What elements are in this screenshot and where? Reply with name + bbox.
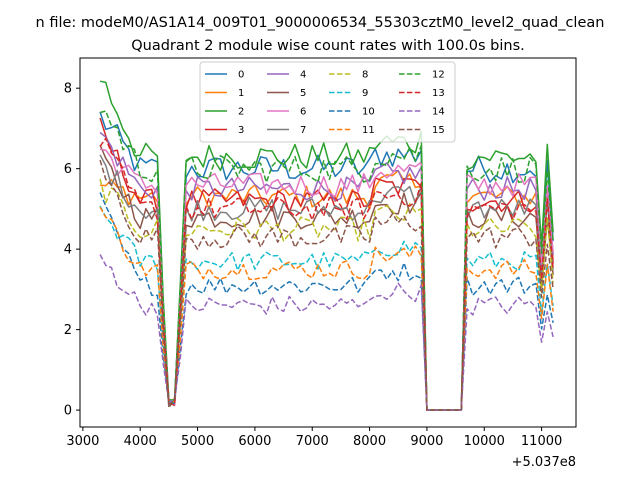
chart-title: Quadrant 2 module wise count rates with … <box>131 38 525 54</box>
series-line-8 <box>99 178 554 411</box>
legend-label-10: 10 <box>362 107 375 118</box>
y-axis: 0 2 4 6 8 <box>64 82 80 419</box>
y-tick-label: 2 <box>64 323 72 338</box>
x-tick-label: 7000 <box>296 434 329 449</box>
x-offset-label: +5.037e8 <box>512 455 576 470</box>
legend-label-5: 5 <box>300 88 306 99</box>
legend-label-0: 0 <box>238 70 244 81</box>
x-tick-label: 8000 <box>353 434 386 449</box>
plot-area <box>99 80 554 411</box>
y-tick-label: 0 <box>64 404 72 419</box>
legend-label-9: 9 <box>362 88 368 99</box>
series-layer <box>99 80 554 411</box>
legend-label-6: 6 <box>300 107 306 118</box>
x-tick-label: 10000 <box>464 434 505 449</box>
x-tick-label: 3000 <box>66 434 99 449</box>
series-line-14 <box>99 254 554 411</box>
x-axis: 3000 4000 5000 6000 7000 8000 9000 10000 11000 <box>66 427 562 449</box>
axes-frame <box>79 57 577 428</box>
y-tick-label: 8 <box>64 82 72 97</box>
x-tick-label: 11000 <box>521 434 562 449</box>
legend-label-1: 1 <box>238 88 244 99</box>
x-tick-label: 4000 <box>124 434 157 449</box>
legend-label-12: 12 <box>432 70 445 81</box>
x-tick-label: 6000 <box>238 434 271 449</box>
legend-label-7: 7 <box>300 125 306 136</box>
legend-label-13: 13 <box>432 88 445 99</box>
series-line-13 <box>99 137 554 411</box>
legend-label-2: 2 <box>238 107 244 118</box>
legend-label-15: 15 <box>432 125 445 136</box>
legend-label-4: 4 <box>300 70 306 81</box>
y-tick-label: 4 <box>64 243 72 258</box>
series-line-15 <box>99 159 554 411</box>
series-line-11 <box>99 206 554 411</box>
legend-label-8: 8 <box>362 70 368 81</box>
figure-suptitle: n file: modeM0/AS1A14_009T01_9000006534_… <box>36 15 605 31</box>
x-tick-label: 9000 <box>410 434 443 449</box>
legend-frame <box>199 61 456 143</box>
series-line-10 <box>99 192 554 411</box>
legend-label-14: 14 <box>432 107 445 118</box>
legend-label-3: 3 <box>238 125 244 136</box>
x-tick-label: 5000 <box>181 434 214 449</box>
y-tick-label: 6 <box>64 162 72 177</box>
series-line-9 <box>99 205 554 411</box>
legend-label-11: 11 <box>362 125 375 136</box>
